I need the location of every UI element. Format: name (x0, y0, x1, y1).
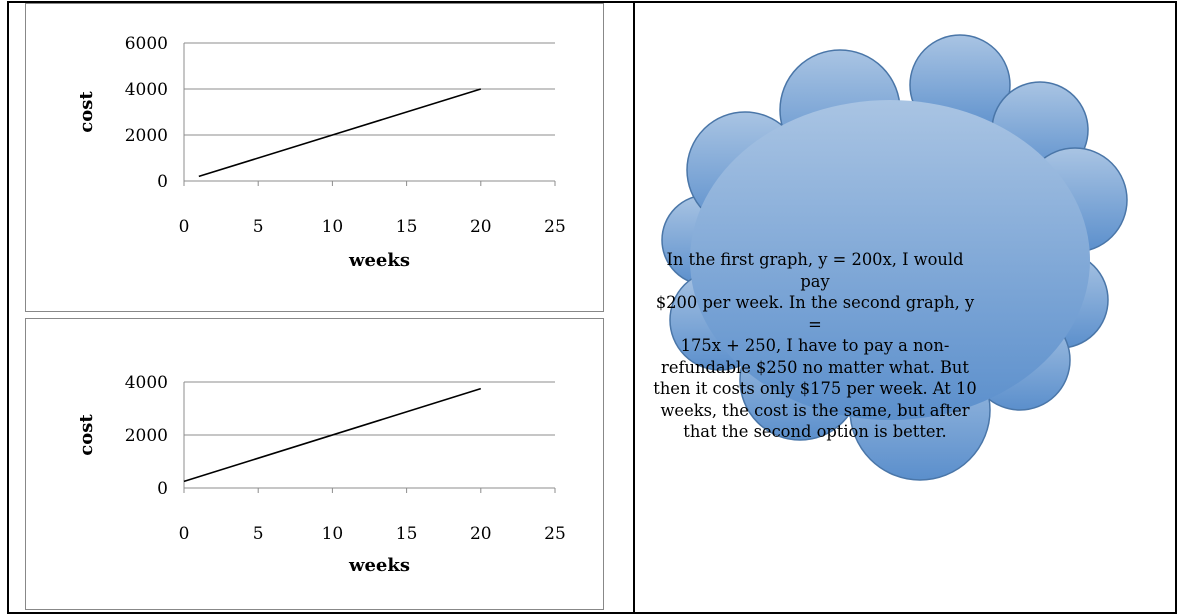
x-tick-label: 10 (322, 524, 344, 544)
y-tick-label: 6000 (125, 34, 168, 54)
x-axis-title: weeks (348, 250, 410, 271)
x-tick-label: 10 (322, 217, 344, 237)
y-tick-label: 2000 (125, 426, 168, 446)
series-line (198, 88, 482, 178)
callout-line: $200 per week. In the second graph, y = (655, 293, 975, 334)
chart-svg-2: 0 2000 4000 0 5 10 15 20 25 weeks cost (76, 373, 566, 576)
x-tick-label: 0 (179, 524, 190, 544)
chart-first-graph: 0 2000 4000 6000 0 5 10 15 20 25 weeks cost (25, 3, 604, 312)
y-tick-label: 4000 (125, 373, 168, 393)
x-tick-label: 15 (396, 217, 418, 237)
column-divider (633, 3, 635, 612)
callout-line: 175x + 250, I have to pay a non- (680, 336, 950, 355)
callout-line: then it costs only $175 per week. At 10 (653, 379, 977, 398)
series-line (183, 387, 482, 483)
y-tick-label: 0 (157, 479, 168, 499)
y-tick-label: 0 (157, 172, 168, 192)
chart-svg-1: 0 2000 4000 6000 0 5 10 15 20 25 weeks cost (76, 34, 566, 271)
outer-table (7, 1, 1177, 614)
callout-line: refundable $250 no matter what. But (661, 357, 969, 377)
x-tick-label: 5 (253, 524, 264, 544)
callout-line: In the first graph, y = 200x, I would pa… (666, 250, 964, 291)
y-axis-title: cost (76, 414, 97, 456)
x-tick-label: 20 (470, 524, 492, 544)
x-tick-label: 25 (544, 524, 566, 544)
x-tick-label: 25 (544, 217, 566, 237)
cloud-callout-text: In the first graph, y = 200x, I would pa… (650, 249, 980, 443)
y-axis-title: cost (76, 91, 97, 133)
callout-line: that the second option is better. (683, 422, 947, 441)
x-axis-title: weeks (348, 555, 410, 576)
y-tick-label: 4000 (125, 80, 168, 100)
x-tick-label: 20 (470, 217, 492, 237)
chart-second-graph: 0 2000 4000 0 5 10 15 20 25 weeks cost (25, 318, 604, 610)
x-tick-label: 5 (253, 217, 264, 237)
x-tick-label: 15 (396, 524, 418, 544)
callout-line: weeks, the cost is the same, but after (660, 400, 970, 420)
x-tick-label: 0 (179, 217, 190, 237)
y-tick-label: 2000 (125, 126, 168, 146)
